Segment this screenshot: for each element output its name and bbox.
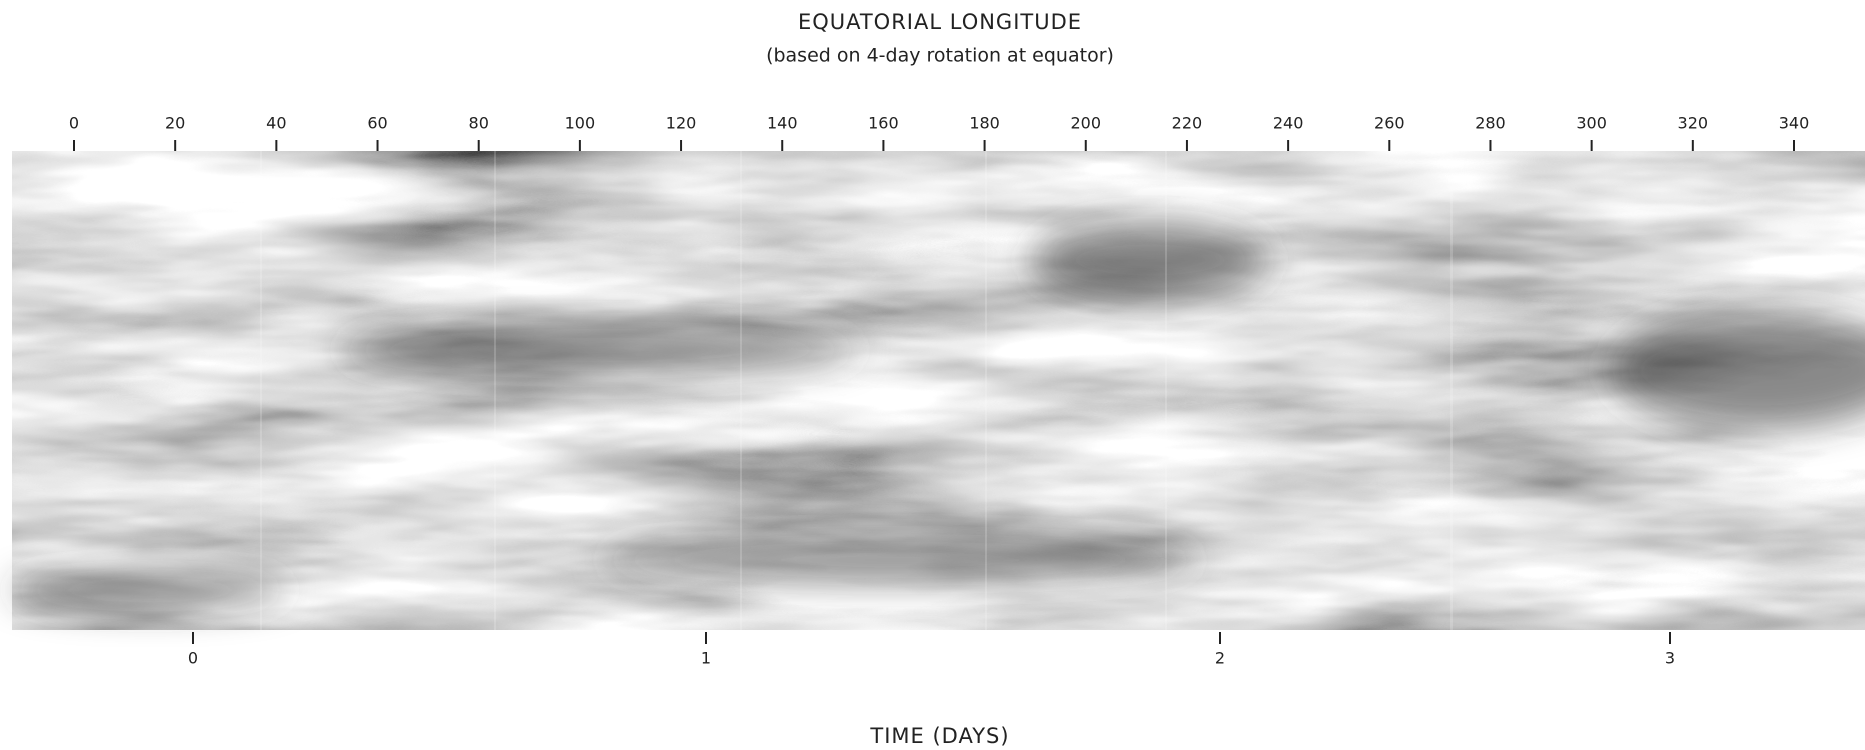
top-tick-label: 60 <box>367 114 387 133</box>
cloud-mosaic <box>10 151 1865 630</box>
top-tick-label: 80 <box>469 114 489 133</box>
bottom-tick-label: 2 <box>1215 649 1225 668</box>
top-tick-label: 0 <box>69 114 79 133</box>
top-tick-label: 40 <box>266 114 286 133</box>
top-tick-label: 200 <box>1070 114 1101 133</box>
x-axis-label: TIME (DAYS) <box>869 724 1009 748</box>
top-tick-label: 180 <box>969 114 1000 133</box>
bottom-tick-label: 1 <box>701 649 711 668</box>
top-tick-label: 20 <box>165 114 185 133</box>
top-tick-label: 120 <box>666 114 697 133</box>
top-tick-label: 300 <box>1576 114 1607 133</box>
top-tick-label: 340 <box>1779 114 1810 133</box>
bottom-tick-label: 3 <box>1665 649 1675 668</box>
top-tick-label: 260 <box>1374 114 1405 133</box>
subtitle: (based on 4-day rotation at equator) <box>766 45 1114 67</box>
top-tick-label: 240 <box>1273 114 1304 133</box>
title: EQUATORIAL LONGITUDE <box>798 10 1082 34</box>
top-tick-label: 320 <box>1678 114 1709 133</box>
top-tick-label: 100 <box>565 114 596 133</box>
top-tick-label: 220 <box>1172 114 1203 133</box>
top-tick-label: 160 <box>868 114 899 133</box>
bottom-tick-label: 0 <box>188 649 198 668</box>
top-tick-label: 280 <box>1475 114 1506 133</box>
top-tick-label: 140 <box>767 114 798 133</box>
